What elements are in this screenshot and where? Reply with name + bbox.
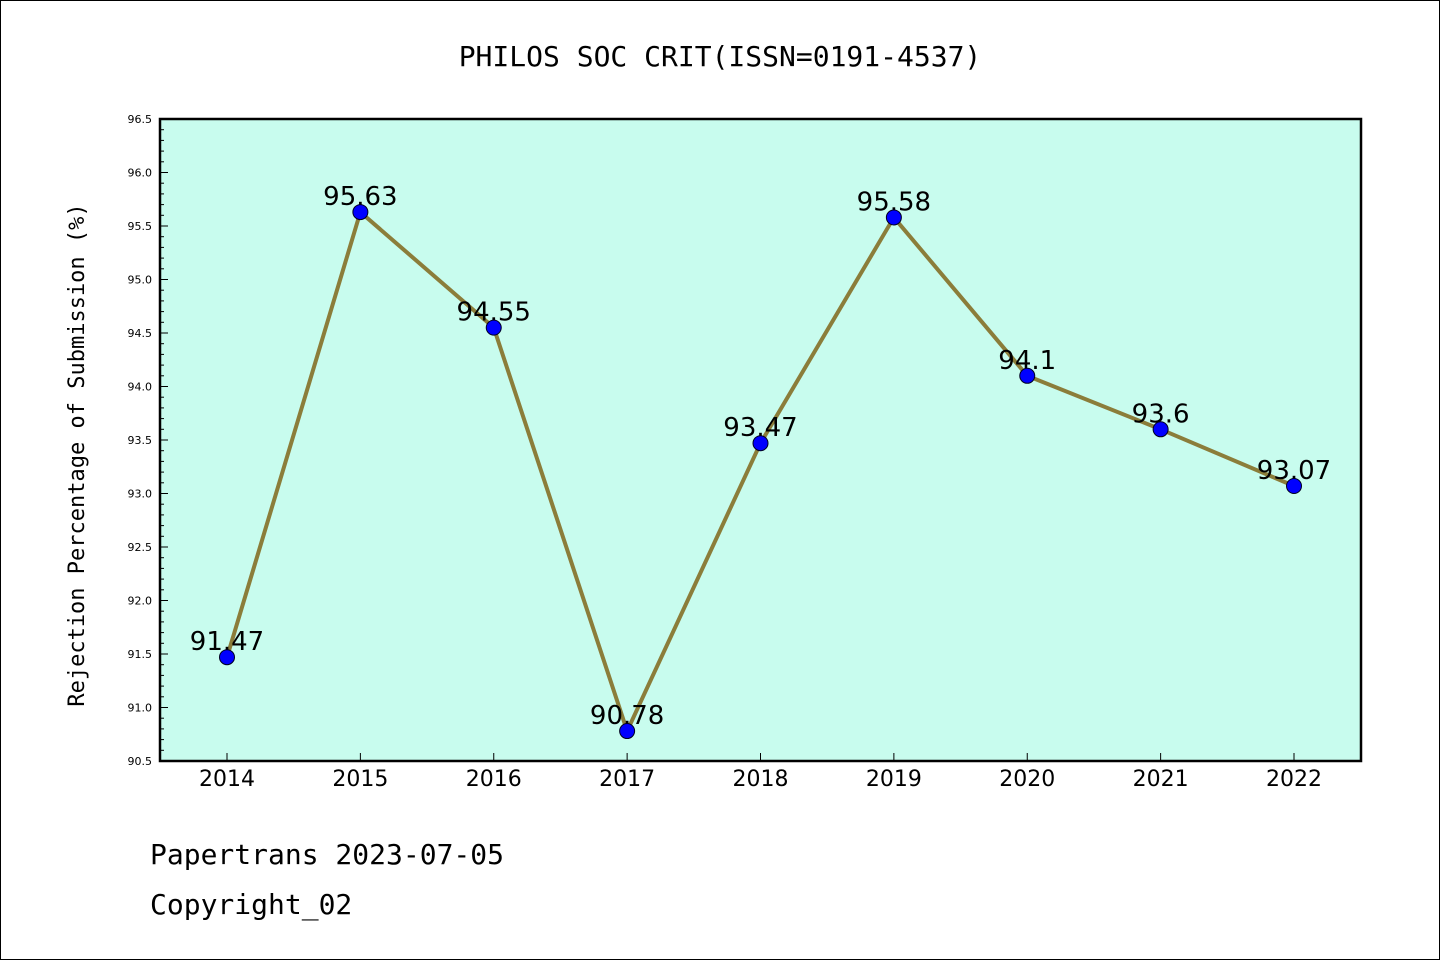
x-tick-label: 2018 [733, 767, 789, 792]
y-tick-label: 95.0 [128, 274, 153, 287]
y-tick-label: 91.0 [128, 702, 153, 715]
data-point [619, 723, 636, 740]
data-point [352, 204, 369, 221]
x-tick-label: 2014 [199, 767, 255, 792]
y-axis-label: Rejection Percentage of Submission (%) [65, 203, 90, 706]
x-axis: 2014 2015 2016 2017 2018 2019 2020 2021 2022 [199, 753, 1322, 792]
y-tick-label: 96.0 [128, 167, 153, 180]
y-tick-label: 96.5 [128, 113, 153, 126]
data-point [1286, 478, 1302, 495]
data-point [885, 209, 902, 226]
y-axis: 90.5 91.0 91.5 92.0 92.5 93.0 93.5 94.0 94.5 95.0… [128, 113, 168, 768]
y-tick-label: 90.5 [128, 755, 153, 768]
y-tick-label: 94.0 [128, 381, 153, 394]
y-tick-label: 92.5 [128, 541, 153, 554]
y-tick-label: 93.0 [128, 488, 153, 501]
data-point [752, 435, 769, 452]
x-tick-label: 2016 [466, 767, 522, 792]
y-tick-label: 94.5 [128, 327, 153, 340]
x-tick-label: 2020 [999, 767, 1055, 792]
x-tick-label: 2021 [1133, 767, 1189, 792]
y-tick-label: 95.5 [128, 220, 153, 233]
footer-date: Papertrans 2023-07-05 [150, 838, 504, 871]
y-tick-label: 92.0 [128, 595, 153, 608]
y-tick-label: 93.5 [128, 434, 153, 447]
chart-title: PHILOS SOC CRIT(ISSN=0191-4537) [459, 40, 982, 73]
data-point [1152, 421, 1169, 438]
data-point [219, 649, 235, 666]
x-tick-label: 2022 [1266, 767, 1322, 792]
data-point [1019, 367, 1036, 384]
x-tick-label: 2015 [332, 767, 388, 792]
x-tick-label: 2019 [866, 767, 922, 792]
series-line-group: 91.4795.6394.5590.7893.4795.5894.193.693… [190, 182, 1331, 740]
data-point [485, 319, 502, 336]
x-tick-label: 2017 [599, 767, 655, 792]
y-tick-label: 91.5 [128, 648, 153, 661]
footer-copyright: Copyright_02 [150, 888, 352, 922]
